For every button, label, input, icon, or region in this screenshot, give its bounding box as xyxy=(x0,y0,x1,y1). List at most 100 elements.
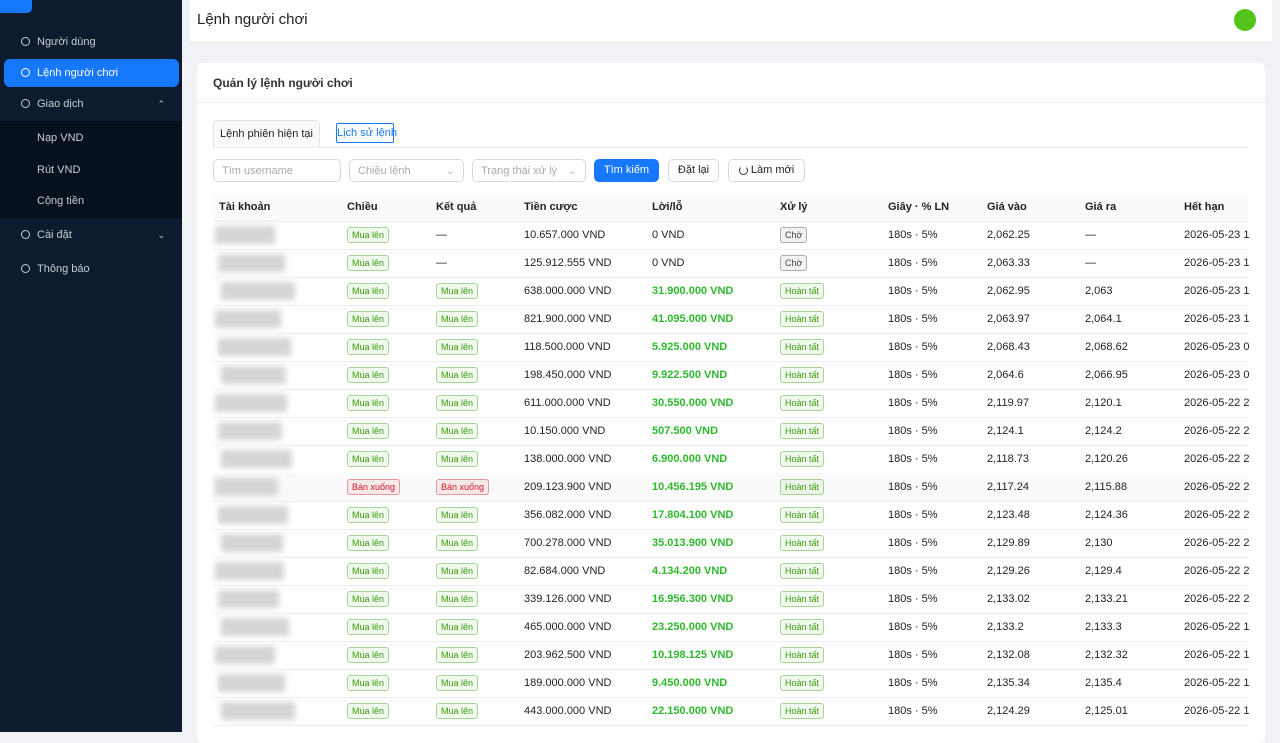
tag: Mua lên xyxy=(436,423,479,439)
status-tag: Mua lên xyxy=(347,283,390,299)
status-tag: Hoàn tất xyxy=(780,339,825,355)
cell: 0 VND xyxy=(652,257,685,269)
status-tag: Hoàn tất xyxy=(780,563,825,579)
table-row xyxy=(213,389,1248,418)
filter-input[interactable]: Tìm username xyxy=(213,159,341,182)
divider xyxy=(197,102,1265,103)
cell: 2,135.4 xyxy=(1085,677,1122,689)
menu-item[interactable]: Cài đặt ⌄ xyxy=(4,221,179,249)
menu-item[interactable]: Thông báo xyxy=(4,255,179,283)
status-tag: Mua lên xyxy=(436,283,479,299)
cell: 180s · 5% xyxy=(888,509,938,521)
tag: Mua lên xyxy=(436,703,479,719)
cell: 10.657.000 VND xyxy=(524,229,606,241)
status-tag: Hoàn tất xyxy=(780,703,825,719)
cell: 2,129.4 xyxy=(1085,565,1122,577)
cell: 180s · 5% xyxy=(888,285,938,297)
cell: 2,129.26 xyxy=(987,565,1030,577)
cell: 180s · 5% xyxy=(888,565,938,577)
status-tag: Chờ xyxy=(780,227,808,243)
tag: Mua lên xyxy=(347,339,390,355)
status-tag: Mua lên xyxy=(436,367,479,383)
cell: 2,062.25 xyxy=(987,229,1030,241)
cell: 180s · 5% xyxy=(888,621,938,633)
cell: 2026-05-22 1 xyxy=(1184,705,1250,717)
cell: — xyxy=(436,257,447,269)
cell: 611.000.000 VND xyxy=(524,397,611,409)
cell: 2,135.34 xyxy=(987,677,1030,689)
tab-line xyxy=(213,147,1248,148)
username-blurred xyxy=(218,422,282,440)
status-tag: Mua lên xyxy=(347,507,390,523)
cell: 2,125.01 xyxy=(1085,705,1128,717)
refresh-button[interactable]: Làm mới xyxy=(728,159,805,182)
tag: Hoàn tất xyxy=(780,507,825,523)
menu-toggle[interactable] xyxy=(0,0,32,13)
tag: Mua lên xyxy=(436,647,479,663)
tag: Hoàn tất xyxy=(780,535,825,551)
cell: 5.925.000 VND xyxy=(652,341,728,353)
submenu-item[interactable]: Rút VND xyxy=(37,164,81,176)
username-blurred xyxy=(215,226,275,244)
column-header: Chiều xyxy=(347,201,378,213)
tag: Bán xuống xyxy=(347,479,401,495)
filter-input[interactable]: Chiều lệnh ⌄ xyxy=(349,159,464,182)
cell: 180s · 5% xyxy=(888,257,938,269)
reset-button[interactable]: Đặt lại xyxy=(668,159,719,182)
status-tag: Mua lên xyxy=(347,675,390,691)
cell: 2,064.1 xyxy=(1085,313,1122,325)
tag: Chờ xyxy=(780,255,808,271)
cell: 356.082.000 VND xyxy=(524,509,612,521)
cell: 2,133.21 xyxy=(1085,593,1128,605)
menu-item[interactable]: Người dùng xyxy=(4,28,179,56)
cell: — xyxy=(436,229,447,241)
cell: 2,120.1 xyxy=(1085,397,1122,409)
status-tag: Mua lên xyxy=(347,367,390,383)
cell: 2,123.48 xyxy=(987,509,1030,521)
status-tag: Mua lên xyxy=(436,311,479,327)
menu-item[interactable]: Lệnh người chơi xyxy=(4,59,179,87)
status-tag: Mua lên xyxy=(436,395,479,411)
cell: 180s · 5% xyxy=(888,425,938,437)
username-blurred xyxy=(215,310,281,328)
avatar[interactable] xyxy=(1234,9,1256,31)
cell: 180s · 5% xyxy=(888,313,938,325)
search-button[interactable]: Tìm kiếm xyxy=(594,159,659,182)
submenu-item[interactable]: Nạp VND xyxy=(37,132,84,144)
cell: 180s · 5% xyxy=(888,481,938,493)
card-title: Quản lý lệnh người chơi xyxy=(213,76,353,90)
cell: 180s · 5% xyxy=(888,705,938,717)
column-header: Tiền cược xyxy=(524,201,578,213)
cell: 41.095.000 VND xyxy=(652,313,734,325)
status-tag: Hoàn tất xyxy=(780,283,825,299)
cell: 2,132.08 xyxy=(987,649,1030,661)
column-header: Tài khoản xyxy=(219,201,271,213)
cell: 2,133.02 xyxy=(987,593,1030,605)
cell: 180s · 5% xyxy=(888,649,938,661)
table-row xyxy=(213,641,1248,670)
status-tag: Chờ xyxy=(780,255,808,271)
cell: 2,119.97 xyxy=(987,397,1030,409)
tab-active[interactable]: Lịch sử lệnh xyxy=(336,123,397,143)
cell: 189.000.000 VND xyxy=(524,677,612,689)
submenu-item[interactable]: Cộng tiền xyxy=(37,195,85,207)
status-tag: Hoàn tất xyxy=(780,591,825,607)
cell: 180s · 5% xyxy=(888,341,938,353)
status-tag: Mua lên xyxy=(347,591,390,607)
cell: 203.962.500 VND xyxy=(524,649,612,661)
column-header: Hết hạn xyxy=(1184,201,1225,213)
tab[interactable]: Lệnh phiên hiện tại xyxy=(213,120,320,147)
status-tag: Mua lên xyxy=(347,339,390,355)
cell: 17.804.100 VND xyxy=(652,509,734,521)
status-tag: Mua lên xyxy=(436,535,479,551)
table-row xyxy=(213,305,1248,334)
tag: Mua lên xyxy=(436,535,479,551)
cell: 2026-05-22 1 xyxy=(1184,649,1250,661)
cell: 2026-05-22 2 xyxy=(1184,453,1250,465)
filter-input[interactable]: Trạng thái xử lý ⌄ xyxy=(472,159,586,182)
cell: 180s · 5% xyxy=(888,369,938,381)
username-blurred xyxy=(218,254,285,272)
menu-item[interactable]: Giao dịch ⌃ xyxy=(4,90,179,118)
status-tag: Mua lên xyxy=(347,619,390,635)
